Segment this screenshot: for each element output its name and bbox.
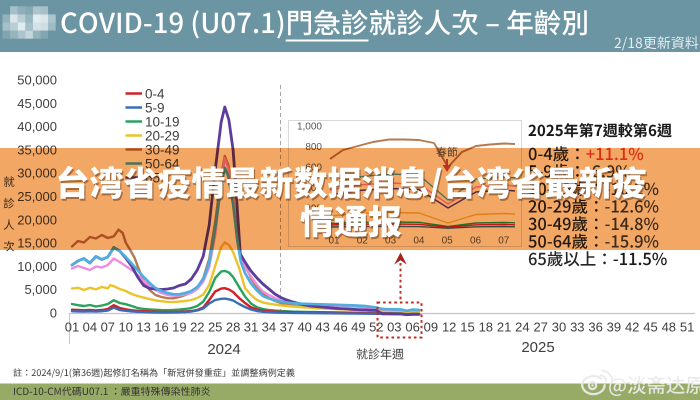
svg-text:43: 43 (315, 320, 329, 335)
svg-text:5,000: 5,000 (24, 282, 57, 297)
svg-text:25: 25 (208, 320, 222, 335)
svg-text:16: 16 (154, 320, 168, 335)
svg-text:15: 15 (460, 320, 474, 335)
svg-text:40: 40 (297, 320, 311, 335)
svg-text:27: 27 (533, 320, 547, 335)
svg-text:06: 06 (405, 320, 419, 335)
svg-text:50,000: 50,000 (17, 73, 57, 88)
svg-text:04: 04 (83, 320, 97, 335)
svg-text:45,000: 45,000 (17, 96, 57, 111)
svg-text:31: 31 (244, 320, 258, 335)
svg-text:42: 42 (625, 320, 639, 335)
svg-text:13: 13 (136, 320, 150, 335)
svg-text:12: 12 (442, 320, 456, 335)
svg-text:03: 03 (387, 320, 401, 335)
svg-text:22: 22 (190, 320, 204, 335)
svg-text:46: 46 (333, 320, 347, 335)
svg-text:0-4: 0-4 (145, 86, 165, 101)
svg-text:01: 01 (65, 320, 79, 335)
svg-text:2024: 2024 (207, 341, 240, 358)
svg-text:5-9: 5-9 (145, 100, 165, 115)
svg-text:21: 21 (497, 320, 511, 335)
svg-text:51: 51 (680, 320, 694, 335)
svg-text:0: 0 (50, 306, 57, 321)
svg-text:10: 10 (118, 320, 132, 335)
svg-text:36: 36 (588, 320, 602, 335)
svg-text:37: 37 (280, 320, 294, 335)
svg-text:1,000: 1,000 (297, 122, 322, 133)
svg-text:09: 09 (424, 320, 438, 335)
svg-text:30: 30 (552, 320, 566, 335)
svg-text:28: 28 (226, 320, 240, 335)
svg-text:34: 34 (262, 320, 276, 335)
svg-text:45: 45 (643, 320, 657, 335)
svg-text:39: 39 (607, 320, 621, 335)
svg-text:33: 33 (570, 320, 584, 335)
svg-text:48: 48 (662, 320, 676, 335)
svg-text:18: 18 (479, 320, 493, 335)
svg-text:52: 52 (369, 320, 383, 335)
svg-text:2025: 2025 (521, 339, 554, 356)
svg-text:10-19: 10-19 (145, 114, 180, 129)
svg-text:800: 800 (305, 142, 322, 153)
svg-text:07: 07 (101, 320, 115, 335)
svg-text:19: 19 (172, 320, 186, 335)
svg-text:10,000: 10,000 (17, 259, 57, 274)
svg-text:49: 49 (351, 320, 365, 335)
svg-text:40,000: 40,000 (17, 119, 57, 134)
svg-text:24: 24 (515, 320, 529, 335)
svg-text:20-29: 20-29 (145, 128, 180, 143)
